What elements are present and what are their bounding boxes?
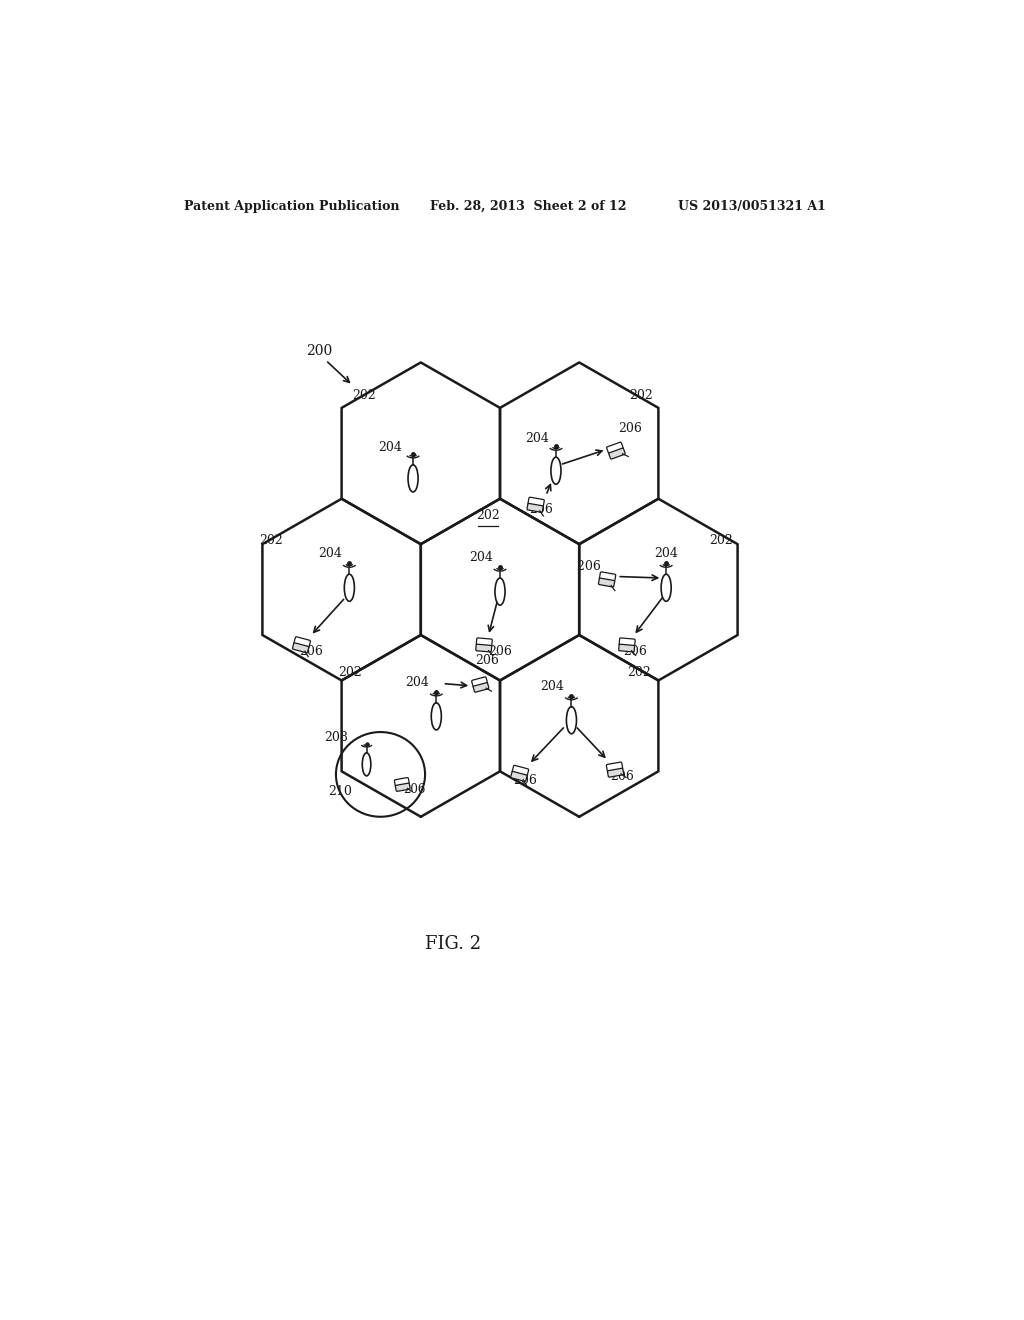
FancyBboxPatch shape	[511, 771, 527, 781]
Ellipse shape	[662, 574, 671, 602]
Text: 204: 204	[378, 441, 402, 454]
Text: 206: 206	[610, 770, 634, 783]
FancyBboxPatch shape	[599, 572, 615, 582]
Ellipse shape	[431, 702, 441, 730]
Text: 210: 210	[328, 785, 351, 799]
FancyBboxPatch shape	[473, 682, 488, 692]
Text: 206: 206	[475, 655, 499, 668]
FancyBboxPatch shape	[609, 447, 625, 459]
Text: 208: 208	[324, 731, 348, 744]
FancyBboxPatch shape	[476, 644, 492, 652]
Text: 200: 200	[306, 343, 333, 358]
FancyBboxPatch shape	[394, 777, 410, 787]
Text: 204: 204	[469, 552, 493, 564]
FancyBboxPatch shape	[598, 578, 614, 587]
Ellipse shape	[362, 752, 371, 776]
Text: US 2013/0051321 A1: US 2013/0051321 A1	[678, 199, 826, 213]
FancyBboxPatch shape	[294, 636, 310, 648]
Ellipse shape	[408, 465, 418, 492]
FancyBboxPatch shape	[472, 677, 487, 688]
Ellipse shape	[344, 574, 354, 602]
FancyBboxPatch shape	[528, 498, 545, 507]
Text: 204: 204	[541, 680, 564, 693]
FancyBboxPatch shape	[618, 644, 635, 652]
FancyBboxPatch shape	[527, 503, 543, 512]
Ellipse shape	[495, 578, 505, 605]
Text: 206: 206	[577, 561, 605, 573]
Text: 202: 202	[259, 535, 283, 548]
Text: 204: 204	[654, 548, 678, 560]
Text: 206: 206	[299, 645, 323, 659]
Text: 206: 206	[488, 645, 512, 659]
FancyBboxPatch shape	[606, 762, 623, 772]
Text: 204: 204	[318, 548, 342, 560]
Text: Patent Application Publication: Patent Application Publication	[183, 199, 399, 213]
Text: 204: 204	[525, 432, 549, 445]
Text: 202: 202	[627, 665, 650, 678]
Text: 204: 204	[406, 676, 429, 689]
Text: 206: 206	[624, 645, 647, 659]
FancyBboxPatch shape	[476, 638, 493, 647]
Text: 202: 202	[476, 508, 501, 521]
FancyBboxPatch shape	[395, 783, 410, 791]
Text: 206: 206	[528, 503, 553, 516]
Ellipse shape	[551, 457, 561, 484]
FancyBboxPatch shape	[512, 766, 528, 776]
Text: 202: 202	[709, 535, 732, 548]
Text: 206: 206	[617, 422, 642, 434]
Text: Feb. 28, 2013  Sheet 2 of 12: Feb. 28, 2013 Sheet 2 of 12	[430, 199, 627, 213]
Text: 206: 206	[513, 774, 538, 787]
FancyBboxPatch shape	[620, 638, 635, 647]
Text: 206: 206	[403, 783, 425, 796]
FancyBboxPatch shape	[606, 442, 624, 454]
Ellipse shape	[566, 706, 577, 734]
Text: FIG. 2: FIG. 2	[425, 935, 481, 953]
Text: 202: 202	[630, 389, 653, 401]
FancyBboxPatch shape	[607, 768, 624, 777]
Text: 202: 202	[339, 665, 362, 678]
Text: 202: 202	[352, 389, 376, 401]
FancyBboxPatch shape	[293, 643, 309, 653]
